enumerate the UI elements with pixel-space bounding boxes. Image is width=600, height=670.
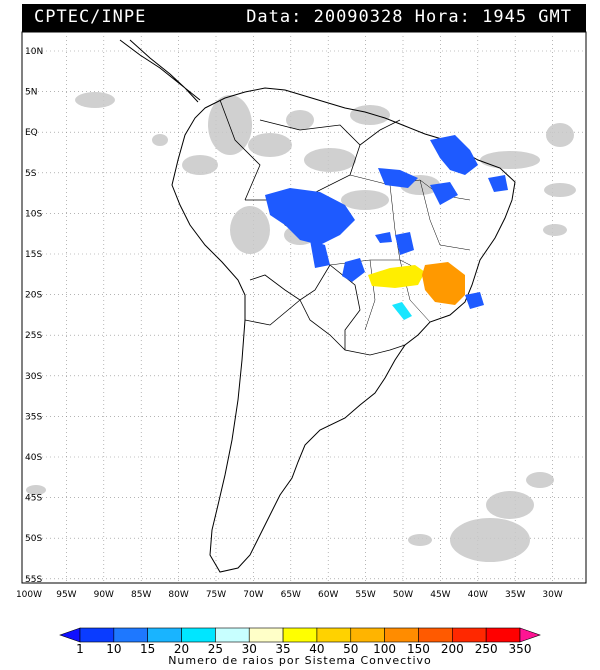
legend-title: Numero de raios por Sistema Convectivo [168, 654, 432, 667]
lon-label-40w: 40W [468, 590, 488, 600]
lon-label-65w: 65W [281, 590, 301, 600]
storm-cluster-yellow [368, 265, 425, 288]
lon-label-55w: 55W [355, 590, 375, 600]
legend-tick-label: 20 [174, 642, 189, 654]
storm-cluster-orange [422, 262, 465, 305]
source-label: CPTEC/INPE [34, 7, 147, 27]
lat-label-30s: 30S [25, 372, 42, 382]
storm-cluster-cyan [392, 302, 412, 320]
legend-tick-label: 100 [373, 642, 396, 654]
lon-label-70w: 70W [243, 590, 263, 600]
lat-label-5n: 5N [25, 88, 37, 98]
map-header: CPTEC/INPE Data: 20090328 Hora: 1945 GMT [22, 4, 586, 32]
legend-arrow-left [59, 627, 81, 643]
legend-swatch [79, 627, 115, 643]
legend-tick-label: 200 [441, 642, 464, 654]
legend-tick-label: 250 [475, 642, 498, 654]
lat-label-eq: EQ [25, 128, 38, 138]
lat-label-50s: 50S [25, 534, 42, 544]
storm-cluster-blue-maranhao [378, 168, 418, 188]
lat-label-35s: 35S [25, 412, 42, 422]
legend-swatch [350, 627, 385, 643]
legend-tick-label: 30 [242, 642, 257, 654]
lon-label-85w: 85W [131, 590, 151, 600]
legend-swatch [316, 627, 352, 643]
legend-tick-label: 25 [208, 642, 223, 654]
lat-label-10n: 10N [25, 47, 43, 57]
legend-tick-label: 150 [407, 642, 430, 654]
legend-swatch [418, 627, 453, 643]
legend-tick-label: 350 [509, 642, 532, 654]
lon-label-45w: 45W [430, 590, 450, 600]
storm-cluster-blue-rondonia [310, 240, 330, 268]
legend-swatch [215, 627, 250, 643]
lat-label-25s: 25S [25, 331, 42, 341]
lon-label-30w: 30W [542, 590, 562, 600]
lat-label-5s: 5S [25, 169, 37, 179]
legend-tick-label: 35 [275, 642, 290, 654]
lon-label-90w: 90W [94, 590, 114, 600]
lat-label-40s: 40S [25, 453, 42, 463]
storm-cluster-blue-rj [465, 292, 484, 309]
storm-cluster-blue-coast [488, 175, 508, 192]
central-america-coastline [119, 39, 201, 103]
lon-label-100w: 100W [16, 590, 42, 600]
south-america-coastline [171, 87, 516, 573]
legend-tick-label: 10 [106, 642, 121, 654]
lightning-map: 10N5NEQ5S10S15S20S25S30S35S40S45S50S55S … [16, 31, 587, 600]
lat-label-20s: 20S [25, 291, 42, 301]
storm-cluster-blue-goias [375, 232, 414, 255]
longitude-labels: 100W 95W 90W 85W 80W 75W 70W 65W 60W 55W 50W 45W 40W… [16, 590, 563, 600]
lon-label-50w: 50W [393, 590, 413, 600]
legend-swatch [452, 627, 487, 643]
lon-label-35w: 35W [505, 590, 525, 600]
legend-swatch [384, 627, 419, 643]
storm-systems [265, 135, 508, 320]
lon-label-80w: 80W [168, 590, 188, 600]
legend-colorbar: 1 10 15 20 25 30 35 40 50 100 150 200 250 350 [59, 627, 541, 654]
legend-tick-label: 1 [76, 642, 84, 654]
lon-label-60w: 60W [318, 590, 338, 600]
legend-tick-label: 15 [140, 642, 155, 654]
cloud-cover [26, 92, 576, 562]
legend-swatch [113, 627, 148, 643]
legend-arrow-right [519, 627, 541, 643]
legend-swatch [282, 627, 318, 643]
storm-cluster-blue-amazon [265, 188, 355, 245]
storm-cluster-blue-northeast [430, 135, 478, 175]
lat-label-15s: 15S [25, 250, 42, 260]
lon-label-75w: 75W [206, 590, 226, 600]
lon-label-95w: 95W [56, 590, 76, 600]
legend-swatch [181, 627, 216, 643]
legend-swatch [147, 627, 182, 643]
legend-swatch [485, 627, 521, 643]
lat-label-45s: 45S [25, 494, 42, 504]
storm-cluster-blue-bahia [430, 182, 458, 205]
legend-tick-label: 40 [309, 642, 324, 654]
datetime-label: Data: 20090328 Hora: 1945 GMT [246, 7, 572, 27]
lat-label-10s: 10S [25, 209, 42, 219]
lat-label-55s: 55S [25, 575, 42, 585]
legend-tick-label: 50 [343, 642, 358, 654]
storm-cluster-blue-mt [342, 258, 365, 282]
latitude-labels: 10N 5N EQ 5S 10S 15S 20S 25S 30S 35S 40S 45S 50S 55S [25, 47, 43, 585]
legend-swatch [248, 627, 284, 643]
